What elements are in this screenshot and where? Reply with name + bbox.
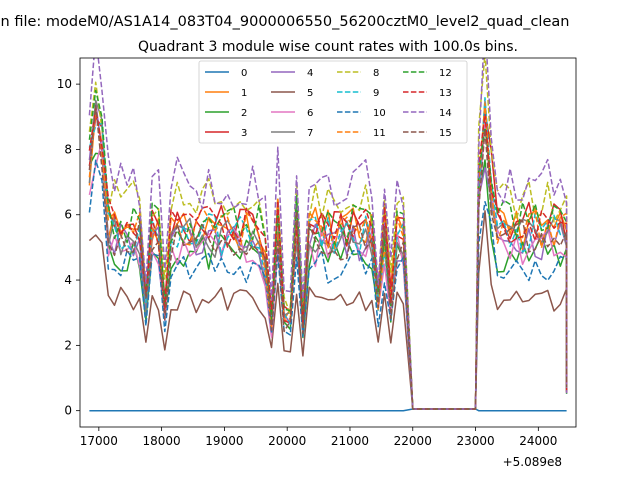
legend-box <box>198 60 468 144</box>
legend-label-14: 14 <box>439 108 452 119</box>
plot-area <box>88 58 568 412</box>
legend-label-13: 13 <box>439 88 452 99</box>
legend-label-0: 0 <box>241 68 247 79</box>
series-line-0 <box>89 408 567 412</box>
legend-label-12: 12 <box>439 68 452 79</box>
legend-label-9: 9 <box>373 88 379 99</box>
x-tick-label-18000: 18000 <box>143 434 181 448</box>
series-line-10 <box>88 159 568 410</box>
x-tick-label-17000: 17000 <box>80 434 118 448</box>
series-line-15 <box>88 104 568 410</box>
x-tick-label-23000: 23000 <box>456 434 494 448</box>
series-line-13 <box>88 107 568 410</box>
chart-title: Quadrant 3 module wise count rates with … <box>138 39 518 55</box>
x-tick-label-22000: 22000 <box>394 434 432 448</box>
legend-label-3: 3 <box>241 128 247 139</box>
legend-label-7: 7 <box>307 128 313 139</box>
x-tick-label-20000: 20000 <box>268 434 306 448</box>
legend-label-5: 5 <box>307 88 313 99</box>
legend-label-11: 11 <box>373 128 386 139</box>
y-tick-label-10: 10 <box>57 77 72 91</box>
legend-label-2: 2 <box>241 108 247 119</box>
legend-label-8: 8 <box>373 68 379 79</box>
axes: 17000 18000 19000 20000 21000 22000 23000 24000… <box>57 57 577 448</box>
y-tick-label-6: 6 <box>64 208 72 222</box>
x-tick-label-24000: 24000 <box>519 434 557 448</box>
series-line-12 <box>88 89 568 410</box>
series-line-5 <box>88 210 568 410</box>
x-tick-label-21000: 21000 <box>331 434 369 448</box>
x-tick-label-19000: 19000 <box>205 434 243 448</box>
y-tick-label-8: 8 <box>64 142 72 156</box>
y-tick-label-4: 4 <box>64 273 72 287</box>
figure-suptitle: n file: modeM0/AS1A14_083T04_9000006550_… <box>1 14 570 30</box>
x-offset-label: +5.089e8 <box>503 455 562 469</box>
series-line-14 <box>88 58 568 410</box>
legend-label-15: 15 <box>439 128 452 139</box>
legend-label-4: 4 <box>307 68 313 79</box>
y-tick-label-0: 0 <box>64 404 72 418</box>
axes-frame <box>79 57 577 428</box>
legend-label-10: 10 <box>373 108 386 119</box>
y-tick-label-2: 2 <box>64 338 72 352</box>
legend-label-1: 1 <box>241 88 247 99</box>
legend-label-6: 6 <box>307 108 313 119</box>
